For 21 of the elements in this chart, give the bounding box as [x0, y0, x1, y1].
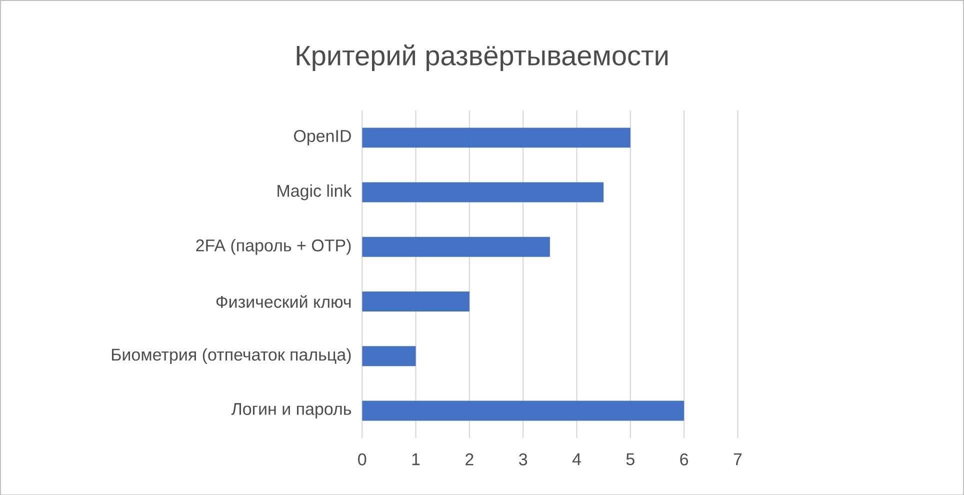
- bar: [362, 346, 416, 366]
- y-tick-label: OpenID: [294, 130, 351, 146]
- bar: [362, 291, 470, 312]
- y-tick-label: Биометрия (отпечаток пальца): [112, 348, 351, 364]
- x-tick-label: 2: [466, 453, 474, 466]
- x-tick-label: 4: [572, 453, 581, 465]
- x-tick-label: 1: [412, 453, 420, 465]
- x-tick-label: 7: [734, 453, 742, 465]
- bar: [362, 236, 550, 257]
- y-tick-label: Физический ключ: [216, 294, 351, 308]
- y-tick-label: Magic link: [278, 184, 352, 200]
- y-tick-label: Логин и пароль: [231, 402, 352, 418]
- x-tick-label: 0: [358, 453, 366, 466]
- bar: [362, 182, 604, 202]
- x-tick-label: 3: [519, 453, 528, 466]
- y-tick-label: 2FA (пароль + OTP): [196, 238, 351, 255]
- chart-title: Критерий развёртываемости: [296, 44, 668, 71]
- bar: [362, 127, 630, 148]
- x-tick-label: 5: [626, 453, 634, 466]
- bar: [362, 400, 684, 420]
- x-tick-label: 6: [680, 453, 688, 466]
